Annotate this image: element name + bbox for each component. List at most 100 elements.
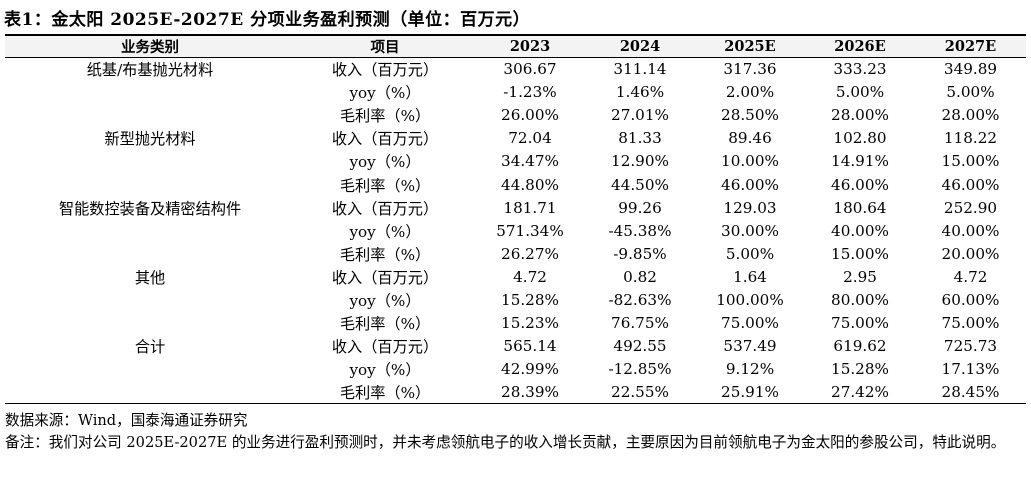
cell-value: 181.71 [503,198,557,217]
cell-value: 20.00% [941,244,1000,263]
cell-item: yoy（%） [349,361,421,380]
cell-value: 81.33 [618,129,662,148]
table-row: 其他 收入（百万元） 4.72 0.82 1.64 2.95 4.72 [5,265,1026,288]
cell-category [5,288,295,311]
cell-value: 1.64 [733,267,767,286]
cell-value: 46.00% [721,175,779,194]
cell-value: 5.00% [725,244,775,263]
table-row: 毛利率（%） 44.80% 44.50% 46.00% 46.00% 46.00% [5,173,1026,196]
cell-item: 收入（百万元） [331,338,439,357]
cell-value: 15.28% [501,290,559,309]
cell-value: -9.85% [613,244,667,263]
cell-value: 28.00% [831,106,889,125]
source-note: 数据来源：Wind，国泰海通证券研究 [5,412,248,429]
header-category: 业务类别 [5,34,295,58]
cell-value: 27.42% [805,380,915,405]
cell-value: 252.90 [943,198,998,217]
header-2024: 2024 [585,34,695,58]
table-row: 智能数控装备及精密结构件 收入（百万元） 181.71 99.26 129.03 180.… [5,196,1026,219]
cell-value: -12.85% [608,360,672,379]
cell-item: 收入（百万元） [331,61,439,80]
cell-value: 100.00% [716,290,784,309]
cell-value: 492.55 [613,337,667,356]
cell-value: 565.14 [503,337,557,356]
cell-value: -82.63% [608,290,672,309]
cell-value: 22.55% [585,380,695,405]
cell-value: 46.00% [831,175,889,194]
cell-category [5,312,295,335]
cell-item: 毛利率（%） [339,245,431,264]
cell-category [5,81,295,104]
cell-value: -1.23% [503,83,557,102]
cell-category: 其他 [134,268,166,287]
table-row: 新型抛光材料 收入（百万元） 72.04 81.33 89.46 102.80 118.22 [5,127,1026,150]
cell-value: 40.00% [831,221,889,240]
cell-category [5,104,295,127]
cell-value: 27.01% [611,106,669,125]
cell-value: 118.22 [943,129,998,148]
cell-value: 28.45% [915,380,1026,405]
cell-value: 0.82 [623,267,657,286]
cell-value: 75.00% [721,314,779,333]
cell-value: 44.50% [611,175,669,194]
footnotes: 数据来源：Wind，国泰海通证券研究 备注：我们对公司 2025E-2027E … [5,410,1027,454]
cell-value: 42.99% [501,360,559,379]
cell-category: 合计 [134,338,166,357]
cell-value: 333.23 [833,60,887,79]
cell-value: 28.50% [721,106,779,125]
cell-category [5,150,295,173]
cell-value: 40.00% [941,221,1000,240]
remark-note: 备注：我们对公司 2025E-2027E 的业务进行盈利预测时，并未考虑领航电子… [5,434,1006,451]
cell-value: 60.00% [941,290,1000,309]
cell-value: 15.00% [941,152,1000,171]
cell-value: 571.34% [496,221,564,240]
cell-value: 317.36 [723,60,777,79]
cell-value: 76.75% [611,314,669,333]
cell-value: 2.95 [843,267,877,286]
table-row: yoy（%） 15.28% -82.63% 100.00% 80.00% 60.00% [5,288,1026,311]
cell-value: 80.00% [831,290,889,309]
cell-category [5,358,295,381]
cell-value: 5.00% [946,83,995,102]
cell-item: 毛利率（%） [339,315,431,334]
cell-value: 537.49 [723,337,777,356]
cell-value: 311.14 [613,60,667,79]
table-body: 纸基/布基抛光材料 收入（百万元） 306.67 311.14 317.36 333.23… [5,58,1026,405]
cell-item: 收入（百万元） [331,130,439,149]
cell-value: 725.73 [943,337,998,356]
cell-value: 2.00% [725,83,775,102]
cell-value: 306.67 [503,60,557,79]
cell-value: 46.00% [941,175,1000,194]
header-item: 项目 [295,34,475,58]
cell-category [5,173,295,196]
cell-category [5,380,295,405]
cell-item: yoy（%） [349,84,421,103]
table-row: 毛利率（%） 28.39% 22.55% 25.91% 27.42% 28.45% [5,380,1026,405]
table-row: yoy（%） 571.34% -45.38% 30.00% 40.00% 40.00% [5,219,1026,242]
cell-value: -45.38% [608,221,672,240]
cell-value: 28.39% [475,380,585,405]
cell-category: 智能数控装备及精密结构件 [58,199,242,218]
cell-value: 26.27% [501,244,559,263]
cell-item: 毛利率（%） [339,176,431,195]
cell-value: 129.03 [723,198,777,217]
cell-value: 89.46 [728,129,772,148]
cell-item: 收入（百万元） [331,199,439,218]
cell-value: 75.00% [941,314,1000,333]
cell-value: 28.00% [941,106,1000,125]
table-row: 合计 收入（百万元） 565.14 492.55 537.49 619.62 725.73 [5,335,1026,358]
cell-value: 180.64 [833,198,887,217]
table-row: yoy（%） 42.99% -12.85% 9.12% 15.28% 17.13% [5,358,1026,381]
header-2023: 2023 [475,34,585,58]
cell-value: 1.46% [615,83,665,102]
cell-value: 12.90% [611,152,669,171]
table-row: 纸基/布基抛光材料 收入（百万元） 306.67 311.14 317.36 333.23… [5,58,1026,81]
cell-value: 9.12% [725,360,775,379]
cell-category [5,242,295,265]
cell-item: 收入（百万元） [331,268,439,287]
cell-value: 4.72 [513,267,547,286]
cell-item: yoy（%） [349,291,421,310]
table-row: 毛利率（%） 26.27% -9.85% 5.00% 15.00% 20.00% [5,242,1026,265]
header-2025e: 2025E [695,34,805,58]
cell-value: 75.00% [831,314,889,333]
